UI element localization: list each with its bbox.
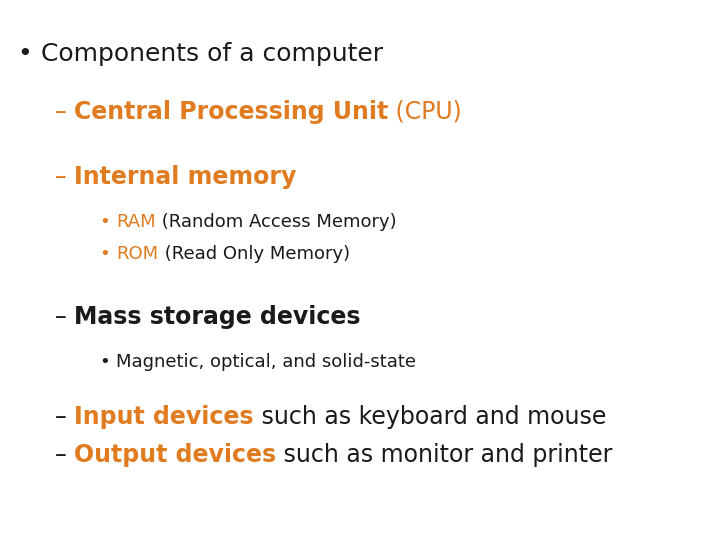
Text: Components of a computer: Components of a computer (41, 42, 383, 66)
Text: (CPU): (CPU) (389, 100, 462, 124)
Text: –: – (55, 100, 74, 124)
Text: (Random Access Memory): (Random Access Memory) (156, 213, 397, 231)
Text: RAM: RAM (117, 213, 156, 231)
Text: •: • (100, 353, 117, 371)
Text: –: – (55, 405, 74, 429)
Text: such as monitor and printer: such as monitor and printer (276, 443, 613, 467)
Text: such as keyboard and mouse: such as keyboard and mouse (253, 405, 606, 429)
Text: Mass storage devices: Mass storage devices (74, 305, 361, 329)
Text: •: • (100, 213, 117, 231)
Text: –: – (55, 305, 74, 329)
Text: (Read Only Memory): (Read Only Memory) (158, 245, 350, 263)
Text: –: – (55, 443, 74, 467)
Text: Central Processing Unit: Central Processing Unit (74, 100, 389, 124)
Text: Input devices: Input devices (74, 405, 253, 429)
Text: Output devices: Output devices (74, 443, 276, 467)
Text: •: • (100, 245, 117, 263)
Text: •: • (18, 42, 41, 66)
Text: Internal memory: Internal memory (74, 165, 297, 189)
Text: ROM: ROM (117, 245, 158, 263)
Text: Magnetic, optical, and solid-state: Magnetic, optical, and solid-state (117, 353, 416, 371)
Text: –: – (55, 165, 74, 189)
